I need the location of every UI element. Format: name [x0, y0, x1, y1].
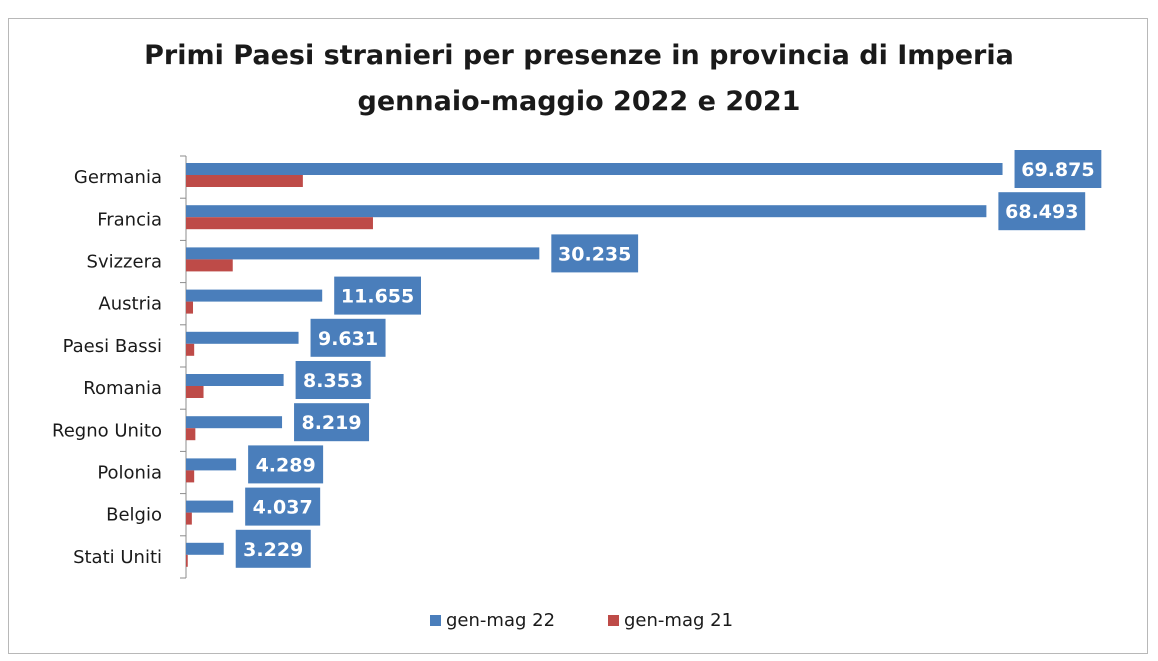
data-label: 69.875: [1021, 159, 1094, 181]
bar-gen-mag-22: [186, 542, 224, 555]
legend-swatch: [430, 615, 441, 626]
bar-gen-mag-22: [186, 289, 323, 302]
bar-gen-mag-21: [186, 301, 194, 314]
data-label: 4.037: [253, 497, 313, 519]
category-label: Svizzera: [87, 252, 162, 273]
bar-gen-mag-22: [186, 205, 987, 218]
data-label-box: [1014, 150, 1102, 188]
data-label: 30.235: [558, 243, 631, 265]
category-label: Romania: [83, 378, 162, 399]
category-label: Polonia: [97, 463, 162, 484]
data-label: 3.229: [243, 539, 303, 561]
data-label-box: [235, 529, 311, 568]
category-label: Stati Uniti: [73, 547, 162, 568]
category-label: Belgio: [106, 505, 162, 526]
legend-swatch: [608, 615, 619, 626]
legend-label: gen-mag 21: [624, 610, 733, 631]
category-label: Paesi Bassi: [63, 336, 162, 357]
data-label: 68.493: [1005, 201, 1078, 223]
legend-label: gen-mag 22: [446, 610, 555, 631]
bar-gen-mag-21: [186, 428, 196, 441]
data-label: 11.655: [341, 286, 414, 308]
bar-gen-mag-21: [186, 386, 204, 398]
data-label-box: [295, 361, 371, 399]
category-label: Francia: [97, 209, 162, 230]
data-label: 8.353: [303, 370, 363, 392]
bar-gen-mag-21: [186, 470, 195, 483]
bar-gen-mag-22: [186, 374, 284, 386]
data-label-box: [551, 234, 639, 273]
bar-gen-mag-22: [186, 416, 283, 429]
bar-gen-mag-22: [186, 458, 237, 471]
data-label-box: [310, 318, 386, 357]
bar-gen-mag-21: [186, 217, 373, 230]
bar-gen-mag-21: [186, 554, 188, 567]
bar-gen-mag-22: [186, 247, 540, 260]
bar-gen-mag-21: [186, 175, 303, 187]
data-label: 4.289: [256, 454, 316, 476]
category-label: Germania: [74, 167, 162, 188]
category-label: Austria: [98, 294, 162, 315]
chart-subtitle: gennaio-maggio 2022 e 2021: [357, 86, 801, 117]
data-label-box: [248, 445, 324, 484]
data-label-box: [245, 487, 321, 526]
data-label: 9.631: [318, 328, 378, 350]
data-label: 8.219: [301, 412, 361, 434]
bar-gen-mag-21: [186, 343, 195, 356]
data-label-box: [998, 192, 1086, 231]
bar-gen-mag-22: [186, 500, 234, 513]
bar-gen-mag-21: [186, 512, 192, 525]
chart-title: Primi Paesi stranieri per presenze in pr…: [144, 40, 1014, 71]
bar-gen-mag-22: [186, 331, 299, 344]
data-label-box: [294, 403, 370, 442]
bar-gen-mag-21: [186, 259, 233, 272]
category-label: Regno Unito: [52, 420, 162, 441]
data-label-box: [334, 276, 421, 315]
bar-gen-mag-22: [186, 163, 1003, 175]
